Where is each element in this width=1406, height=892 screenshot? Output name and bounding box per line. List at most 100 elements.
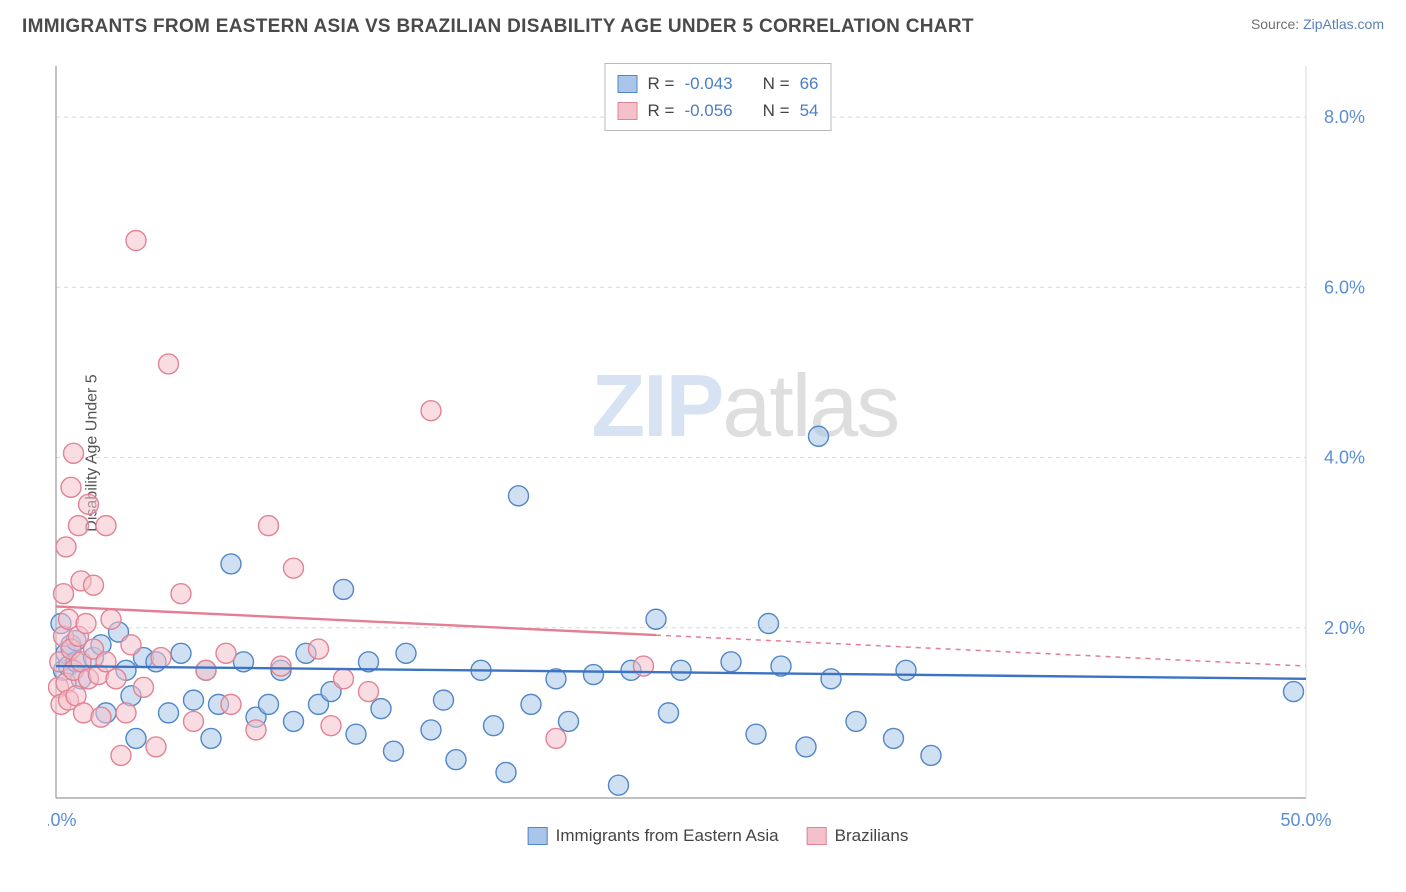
data-point <box>106 669 126 689</box>
series-legend: Immigrants from Eastern Asia Brazilians <box>528 826 909 846</box>
data-point <box>646 609 666 629</box>
legend-label: Immigrants from Eastern Asia <box>556 826 779 846</box>
data-point <box>151 648 171 668</box>
data-point <box>284 558 304 578</box>
legend-r-label: R = <box>648 97 675 124</box>
data-point <box>184 711 204 731</box>
data-point <box>284 711 304 731</box>
data-point <box>584 665 604 685</box>
trend-line-extrapolated <box>656 635 1306 666</box>
data-point <box>359 682 379 702</box>
data-point <box>346 724 366 744</box>
data-point <box>101 609 121 629</box>
source-label: Source: <box>1251 16 1299 32</box>
data-point <box>796 737 816 757</box>
data-point <box>259 694 279 714</box>
data-point <box>54 584 74 604</box>
data-point <box>721 652 741 672</box>
svg-text:2.0%: 2.0% <box>1324 618 1365 638</box>
data-point <box>559 711 579 731</box>
legend-swatch <box>807 827 827 845</box>
data-point <box>434 690 454 710</box>
correlation-legend: R = -0.043 N = 66 R = -0.056 N = 54 <box>605 63 832 131</box>
data-point <box>821 669 841 689</box>
data-point <box>884 728 904 748</box>
data-point <box>259 516 279 536</box>
data-point <box>111 745 131 765</box>
data-point <box>96 516 116 536</box>
data-point <box>1284 682 1304 702</box>
trend-line <box>56 606 656 635</box>
data-point <box>134 677 154 697</box>
data-point <box>421 720 441 740</box>
data-point <box>159 354 179 374</box>
data-point <box>146 737 166 757</box>
data-point <box>521 694 541 714</box>
scatter-plot-svg: 2.0%4.0%6.0%8.0%0.0%50.0% <box>48 58 1388 848</box>
source-attribution: Source: ZipAtlas.com <box>1251 16 1384 32</box>
data-point <box>126 230 146 250</box>
data-point <box>671 660 691 680</box>
data-point <box>69 516 89 536</box>
data-point <box>384 741 404 761</box>
data-point <box>121 635 141 655</box>
legend-r-value: -0.056 <box>684 97 732 124</box>
data-point <box>116 703 136 723</box>
chart-title: IMMIGRANTS FROM EASTERN ASIA VS BRAZILIA… <box>22 16 974 38</box>
data-point <box>56 537 76 557</box>
legend-stat-row: R = -0.056 N = 54 <box>618 97 819 124</box>
data-point <box>171 643 191 663</box>
data-point <box>221 554 241 574</box>
data-point <box>334 579 354 599</box>
data-point <box>809 426 829 446</box>
data-point <box>184 690 204 710</box>
data-point <box>321 716 341 736</box>
legend-n-value: 66 <box>800 70 819 97</box>
data-point <box>309 639 329 659</box>
legend-n-label: N = <box>763 97 790 124</box>
data-point <box>446 750 466 770</box>
data-point <box>371 699 391 719</box>
data-point <box>196 660 216 680</box>
data-point <box>759 614 779 634</box>
svg-text:4.0%: 4.0% <box>1324 448 1365 468</box>
legend-n-label: N = <box>763 70 790 97</box>
legend-r-label: R = <box>648 70 675 97</box>
legend-item: Immigrants from Eastern Asia <box>528 826 779 846</box>
legend-n-value: 54 <box>800 97 819 124</box>
data-point <box>746 724 766 744</box>
svg-text:8.0%: 8.0% <box>1324 107 1365 127</box>
data-point <box>546 728 566 748</box>
legend-item: Brazilians <box>807 826 909 846</box>
data-point <box>84 575 104 595</box>
data-point <box>421 401 441 421</box>
svg-text:0.0%: 0.0% <box>48 810 77 830</box>
data-point <box>79 494 99 514</box>
data-point <box>221 694 241 714</box>
legend-stat-row: R = -0.043 N = 66 <box>618 70 819 97</box>
data-point <box>659 703 679 723</box>
legend-swatch <box>618 75 638 93</box>
data-point <box>271 656 291 676</box>
data-point <box>171 584 191 604</box>
data-point <box>334 669 354 689</box>
data-point <box>846 711 866 731</box>
data-point <box>496 762 516 782</box>
data-point <box>246 720 266 740</box>
data-point <box>61 477 81 497</box>
data-point <box>91 707 111 727</box>
data-point <box>64 443 84 463</box>
legend-r-value: -0.043 <box>684 70 732 97</box>
data-point <box>609 775 629 795</box>
data-point <box>159 703 179 723</box>
data-point <box>126 728 146 748</box>
data-point <box>216 643 236 663</box>
legend-swatch <box>528 827 548 845</box>
data-point <box>396 643 416 663</box>
data-point <box>896 660 916 680</box>
legend-label: Brazilians <box>835 826 909 846</box>
data-point <box>201 728 221 748</box>
chart-area: Disability Age Under 5 ZIPatlas 2.0%4.0%… <box>48 58 1388 848</box>
svg-text:50.0%: 50.0% <box>1280 810 1331 830</box>
source-link[interactable]: ZipAtlas.com <box>1303 16 1384 32</box>
